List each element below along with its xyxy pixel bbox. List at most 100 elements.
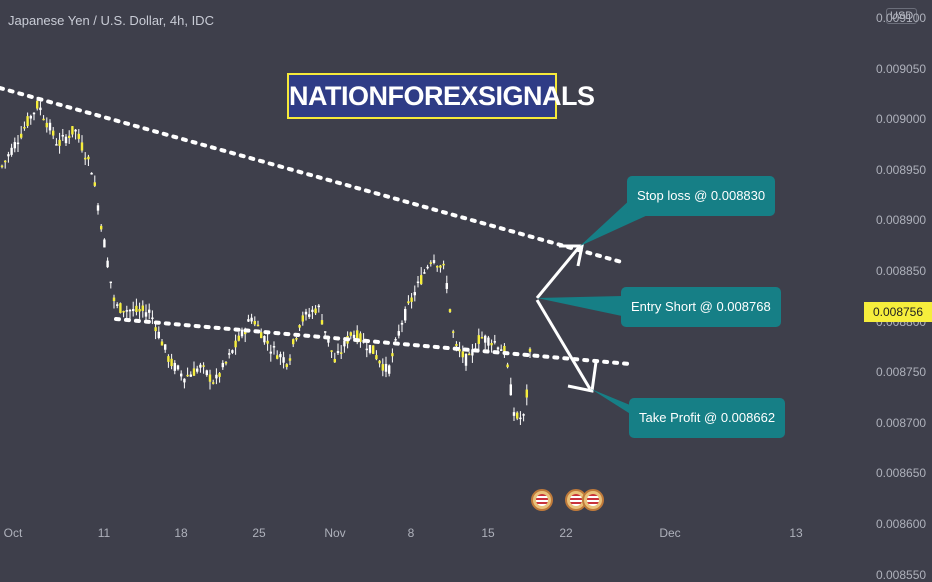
stop-loss-arrow [535,245,582,299]
candle-body [458,349,461,352]
candle-body [199,364,202,368]
candle-body [503,345,506,355]
x-tick-label: 18 [174,526,188,540]
candle-body [52,130,55,136]
us-event-flag-icon[interactable] [565,489,587,511]
candle-body [404,308,407,321]
candle-body [61,135,64,137]
candle-body [416,281,420,284]
x-tick-label: 8 [407,526,415,540]
take-profit-pointer [591,389,640,420]
candle-body [205,370,208,376]
candle-body [189,374,192,377]
x-tick-label: Dec [659,526,681,540]
candle-body [196,368,199,372]
candle-body [311,309,314,312]
candle-body [365,348,368,351]
candle-body [39,107,42,111]
candle-body [167,356,170,362]
candle-body [215,374,218,379]
candle-body [128,309,132,312]
candle-body [340,352,343,354]
candle-body [372,345,375,354]
candle-body [397,331,400,336]
candle-body [103,239,106,248]
candle-body [42,118,45,121]
candle-body [141,305,144,311]
candle-body [356,330,359,343]
x-tick-label: Oct [3,526,23,540]
candle-body [324,331,327,333]
candle-body [298,325,301,328]
candle-body [116,304,119,306]
x-tick-label: 15 [481,526,495,540]
candle-body [32,112,36,115]
candle-body [525,389,528,398]
candle-body [135,305,138,312]
candle-body [500,349,503,351]
candle-body [272,346,276,348]
y-tick-label: 0.008700 [876,415,927,430]
candle-body [26,116,29,127]
candle-body [429,262,432,264]
candle-body [368,345,372,353]
candle-body [330,350,333,352]
candle-body [333,358,336,363]
x-tick-label: 11 [97,526,111,540]
candle-body [176,365,180,370]
upper-trendline [0,86,627,265]
candle-body [301,315,304,322]
candle-body [4,160,7,163]
candle-body [464,353,468,366]
candle-body [173,362,176,371]
candle-body [439,265,442,268]
candle-body [16,142,20,145]
candle-body [522,414,525,416]
candle-body [144,312,148,317]
candle-body [112,297,116,302]
candle-body [253,320,256,325]
currency-label[interactable]: USD [886,8,918,24]
candle-body [266,340,269,344]
candle-body [391,353,394,357]
candle-body [250,317,253,322]
candle-body [400,322,404,325]
candle-body [23,126,26,129]
candle-body [426,266,429,269]
candle-body [221,362,224,368]
candle-body [384,363,388,372]
candle-body [519,417,522,420]
brand-banner: NATIONFOREXSIGNALS [287,73,595,119]
us-event-flag-icon[interactable] [582,489,604,511]
candle-body [496,347,500,350]
y-tick-label: 0.008650 [876,466,927,481]
us-event-flag-icon[interactable] [531,489,553,511]
y-tick-label: 0.008900 [876,213,927,228]
candle-body [336,351,340,354]
y-tick-label: 0.009050 [876,61,927,76]
entry-callout: Entry Short @ 0.008768 [621,287,781,327]
candle-body [224,362,228,364]
candle-body [436,266,439,268]
candle-body [295,338,298,340]
candle-body [218,373,221,377]
candle-body [445,283,448,289]
candle-body [410,297,413,302]
y-tick-label: 0.008750 [876,365,927,380]
candle-body [7,154,10,157]
x-tick-label: 25 [252,526,266,540]
candle-body [349,332,352,336]
candle-body [0,165,4,168]
take-profit-arrowhead [567,361,598,393]
y-tick-label: 0.009100 [876,11,927,25]
candle-body [506,364,509,368]
candle-body [122,310,125,313]
candle-body [516,412,519,419]
take-profit-callout: Take Profit @ 0.008662 [629,398,786,438]
candle-body [352,334,356,339]
candle-body [186,374,189,377]
candle-body [119,303,122,313]
candle-body [132,309,135,312]
symbol-title: Japanese Yen / U.S. Dollar, 4h, IDC [8,13,214,28]
candle-body [77,133,80,139]
